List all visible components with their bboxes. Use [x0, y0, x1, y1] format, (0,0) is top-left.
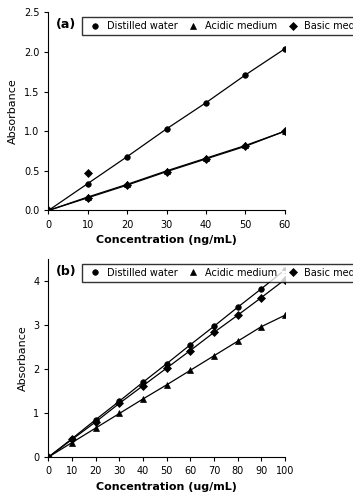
Legend: Distilled water, Acidic medium, Basic medium: Distilled water, Acidic medium, Basic me… — [82, 264, 353, 281]
Distilled water — [125, 154, 129, 160]
Distilled water — [46, 208, 50, 214]
Line: Acidic medium: Acidic medium — [46, 128, 288, 214]
Distilled water — [283, 46, 287, 52]
Acidic medium — [70, 440, 74, 446]
Line: Distilled water: Distilled water — [46, 267, 288, 460]
Distilled water — [188, 342, 192, 348]
Y-axis label: Absorbance: Absorbance — [8, 78, 18, 144]
Acidic medium — [117, 410, 121, 416]
Acidic medium — [125, 182, 129, 188]
Distilled water — [204, 100, 208, 105]
Basic medium — [164, 168, 169, 174]
Line: Distilled water: Distilled water — [46, 46, 288, 213]
Basic medium — [70, 436, 74, 442]
Distilled water — [164, 126, 169, 132]
Basic medium — [243, 144, 247, 150]
Distilled water — [259, 286, 263, 292]
Acidic medium — [243, 142, 247, 148]
Acidic medium — [164, 382, 169, 388]
Basic medium — [164, 365, 169, 371]
Acidic medium — [164, 168, 169, 174]
Distilled water — [86, 180, 90, 186]
Basic medium — [188, 348, 192, 354]
Basic medium — [86, 195, 90, 201]
Acidic medium — [46, 454, 50, 460]
Distilled water — [164, 360, 169, 366]
Acidic medium — [235, 338, 240, 344]
Y-axis label: Absorbance: Absorbance — [18, 325, 28, 391]
Distilled water — [70, 436, 74, 442]
Acidic medium — [283, 128, 287, 134]
Basic medium — [94, 419, 98, 425]
Basic medium — [212, 330, 216, 336]
Acidic medium — [94, 425, 98, 431]
Basic medium — [141, 383, 145, 389]
Distilled water — [46, 454, 50, 460]
Basic medium — [204, 156, 208, 162]
X-axis label: Concentration (ng/mL): Concentration (ng/mL) — [96, 235, 237, 245]
Distilled water — [141, 379, 145, 385]
Legend: Distilled water, Acidic medium, Basic medium: Distilled water, Acidic medium, Basic me… — [82, 17, 353, 35]
Distilled water — [243, 72, 247, 78]
Text: (b): (b) — [55, 265, 76, 278]
Acidic medium — [259, 324, 263, 330]
Distilled water — [212, 324, 216, 330]
Basic medium — [283, 276, 287, 282]
Line: Basic medium: Basic medium — [46, 128, 288, 214]
Line: Basic medium: Basic medium — [46, 277, 288, 460]
Basic medium — [125, 182, 129, 188]
Basic medium — [46, 454, 50, 460]
Text: (a): (a) — [55, 18, 76, 32]
Acidic medium — [212, 353, 216, 359]
Basic medium — [259, 294, 263, 300]
Basic medium — [117, 400, 121, 406]
Acidic medium — [283, 312, 287, 318]
X-axis label: Concentration (ug/mL): Concentration (ug/mL) — [96, 482, 237, 492]
Acidic medium — [46, 208, 50, 214]
Basic medium — [235, 312, 240, 318]
Acidic medium — [188, 368, 192, 374]
Acidic medium — [141, 396, 145, 402]
Basic medium — [283, 128, 287, 134]
Basic medium — [46, 208, 50, 214]
Line: Acidic medium: Acidic medium — [46, 312, 288, 460]
Distilled water — [94, 416, 98, 422]
Distilled water — [117, 398, 121, 404]
Acidic medium — [86, 194, 90, 200]
Distilled water — [283, 267, 287, 273]
Acidic medium — [204, 155, 208, 161]
Distilled water — [235, 304, 240, 310]
